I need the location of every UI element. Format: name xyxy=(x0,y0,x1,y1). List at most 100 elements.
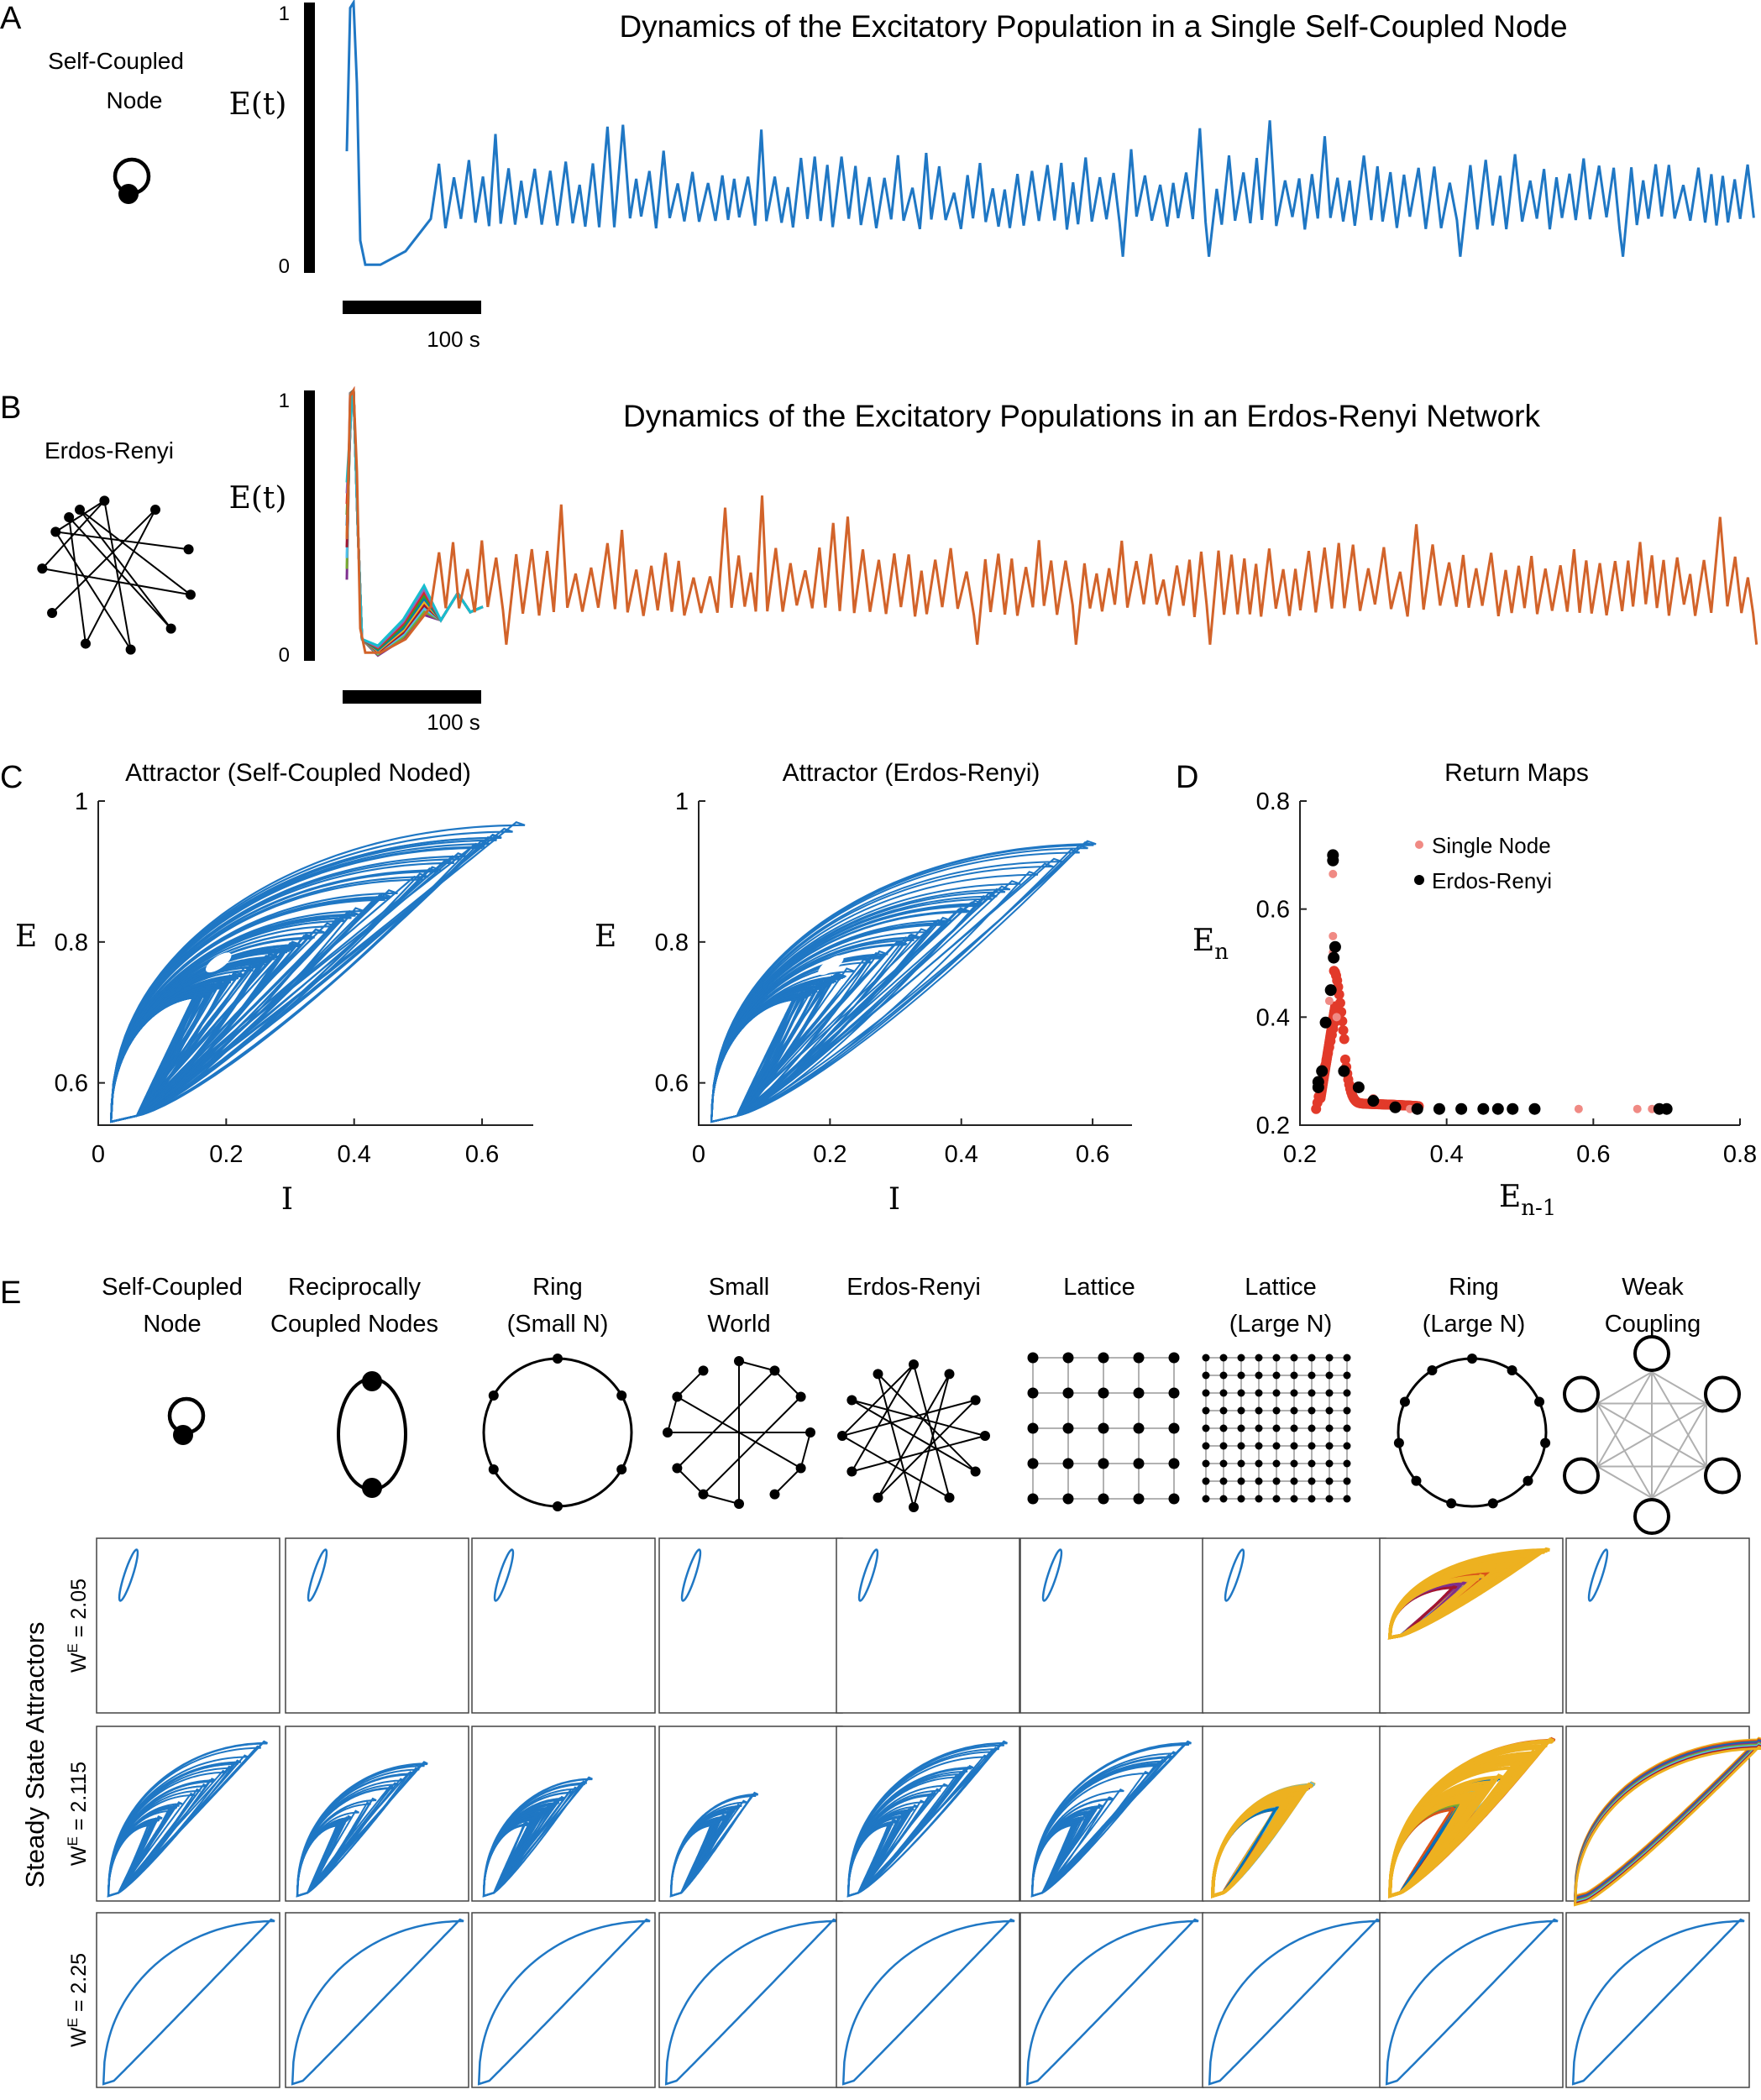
node xyxy=(1202,1495,1210,1503)
self-loop xyxy=(1704,1375,1742,1413)
limit-cycle-orbit xyxy=(118,1548,139,1602)
node xyxy=(1202,1424,1210,1432)
chaotic-orbit xyxy=(1030,1804,1103,1898)
node xyxy=(1133,1422,1145,1434)
large-cycle-orbit xyxy=(102,1918,275,2086)
node xyxy=(1255,1495,1263,1503)
node xyxy=(1343,1354,1351,1362)
node xyxy=(1272,1477,1281,1485)
large-cycle-orbit xyxy=(1385,1918,1559,2086)
row-weight-value: = 2.05 xyxy=(67,1579,91,1643)
chaotic-orbit xyxy=(482,1786,579,1898)
column-header-label: (Small N) xyxy=(507,1311,609,1338)
node xyxy=(1540,1438,1551,1448)
network-node xyxy=(50,526,61,537)
chaotic-multi-orbit-yellow xyxy=(1387,1760,1523,1898)
node xyxy=(1272,1406,1281,1415)
scatter-point-erdos-renyi xyxy=(1352,1081,1365,1093)
panel-e-attractor-grid xyxy=(96,1537,1761,2088)
lattice-large-icon xyxy=(1202,1354,1351,1503)
panel-b-trace xyxy=(345,386,1758,654)
node xyxy=(1237,1477,1245,1485)
panel-b-transient-bundle xyxy=(345,385,484,657)
edge xyxy=(702,1396,802,1495)
node xyxy=(1325,1389,1334,1397)
weak-edge xyxy=(1596,1402,1707,1468)
node xyxy=(1255,1389,1263,1397)
node xyxy=(1272,1495,1281,1503)
chaotic-multi-orbit-yellow xyxy=(1211,1799,1289,1898)
network-edge xyxy=(51,509,156,614)
node xyxy=(1255,1371,1263,1380)
scatter-point-erdos-renyi xyxy=(1389,1101,1402,1113)
network-node xyxy=(64,512,75,523)
node xyxy=(1343,1477,1351,1485)
edge xyxy=(877,1399,977,1499)
attractor-cell-frame xyxy=(285,1537,469,1714)
column-header-label: Ring xyxy=(532,1274,583,1301)
attractor-cell-frame xyxy=(1202,1537,1386,1714)
panel-a-ytick-bottom: 0 xyxy=(279,255,290,278)
node xyxy=(1507,1364,1517,1375)
node xyxy=(1237,1406,1245,1415)
node xyxy=(1308,1406,1316,1415)
large-cycle-orbit xyxy=(1025,1918,1199,2086)
scatter-point-erdos-renyi xyxy=(1312,1081,1324,1093)
scatter-point-erdos-renyi xyxy=(1491,1102,1504,1115)
edge xyxy=(852,1435,986,1473)
node xyxy=(1168,1422,1180,1434)
chaotic-orbit-outer xyxy=(482,1776,593,1898)
legend-label-single-node: Single Node xyxy=(1432,833,1551,858)
node xyxy=(1290,1354,1298,1362)
node xyxy=(488,1464,499,1474)
scatter-point-erdos-renyi xyxy=(1528,1102,1541,1115)
node xyxy=(1308,1389,1316,1397)
network-edge xyxy=(55,531,132,651)
panel-d-ylabel: En xyxy=(1192,924,1229,965)
node xyxy=(1272,1424,1281,1432)
panel-letter-e: E xyxy=(0,1275,21,1311)
scatter-point-core xyxy=(1339,1054,1350,1065)
node xyxy=(362,1478,382,1498)
attractor-loop xyxy=(710,862,1054,1123)
limit-cycle-orbit xyxy=(307,1548,328,1602)
chaotic-multi-orbit-yellow xyxy=(1210,1785,1309,1898)
panel-letter-c: C xyxy=(0,760,23,795)
node xyxy=(1098,1422,1109,1434)
scatter-point-single-node xyxy=(1329,931,1338,940)
panel-e-row-label: Steady State Attractors xyxy=(20,1621,50,1888)
chaotic-multi-orbit-yellow xyxy=(1387,1567,1501,1640)
row-weight-label: WE = 2.05 xyxy=(65,1579,91,1673)
attractor-cell xyxy=(96,1726,280,1902)
node xyxy=(1202,1354,1210,1362)
node xyxy=(1098,1387,1109,1399)
attractor-cell-frame xyxy=(658,1726,843,1902)
panel-d: Return Maps 0.2 0.4 0.6 0.80.20.40.60.8 En … xyxy=(1192,759,1757,1221)
network-edge xyxy=(55,531,189,551)
chaotic-orbit xyxy=(296,1801,371,1898)
chaotic-orbit xyxy=(482,1806,552,1898)
panel-b-y-scalebar xyxy=(304,390,315,661)
transient-trace xyxy=(345,386,484,651)
weak-edge xyxy=(1651,1371,1707,1405)
scatter-point-core xyxy=(1334,989,1344,1000)
self-loop-node-icon xyxy=(113,157,151,204)
node xyxy=(1237,1354,1245,1362)
reciprocal-nodes-icon xyxy=(337,1371,407,1498)
legend-marker-erdos-renyi xyxy=(1414,875,1424,885)
attractor-cell xyxy=(96,1537,280,1714)
attractor-loop xyxy=(110,948,288,1123)
chaotic-multi-orbit-yellow xyxy=(1387,1782,1491,1898)
attractor-cell xyxy=(836,1537,1020,1714)
chaotic-orbit xyxy=(296,1822,342,1898)
panel-e: Steady State Attractors Self-Coupled Node… xyxy=(20,1274,1761,2088)
column-header-label: (Large N) xyxy=(1423,1311,1526,1338)
node xyxy=(1427,1364,1438,1375)
attractor-hole xyxy=(818,955,844,976)
node xyxy=(980,1431,990,1441)
attractor-loop xyxy=(110,960,265,1123)
attractor-cell xyxy=(658,1726,843,1902)
small-world-icon xyxy=(663,1356,815,1509)
edge xyxy=(676,1467,705,1495)
attractor-cell xyxy=(471,1726,656,1902)
